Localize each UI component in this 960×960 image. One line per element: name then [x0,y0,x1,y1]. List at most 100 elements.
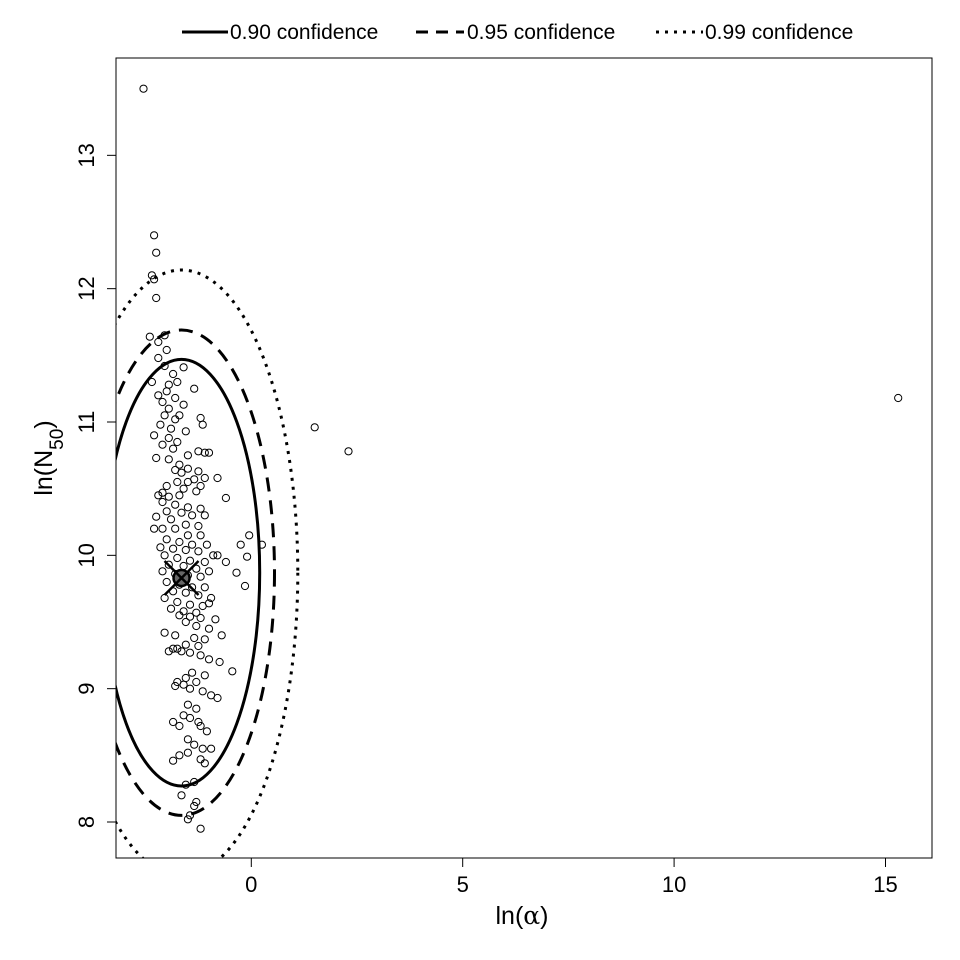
scatter-point [200,557,209,567]
scatter-point [183,451,192,460]
scatter-point [173,597,182,607]
legend: 0.90 confidence 0.95 confidence 0.99 con… [182,21,853,44]
scatter-point [179,680,188,689]
scatter-point [152,248,161,257]
scatter-point [164,380,173,389]
scatter-point [194,447,203,456]
scatter-point [344,447,353,456]
scatter-point [156,543,165,552]
scatter-point [194,521,203,531]
scatter-point [139,84,148,93]
scatter-point [196,572,205,581]
scatter-point [171,393,180,403]
scatter-point [198,420,207,429]
scatter-point [160,628,169,637]
scatter-point [154,491,163,500]
y-tick-label: 12 [74,276,99,300]
scatter-point [183,700,192,709]
legend-label-095: 0.95 confidence [467,21,615,44]
scatter-point [196,721,205,731]
scatter-point [169,544,178,553]
scatter-point [190,740,199,749]
y-tick-label: 11 [74,411,99,434]
scatter-point [173,437,182,447]
y-tick-label: 13 [74,143,99,167]
legend-label-099: 0.99 confidence [705,21,853,44]
scatter-point [150,231,159,240]
scatter-point [207,744,216,753]
scatter-point [173,377,182,387]
scatter-point [171,415,180,424]
scatter-point [211,615,220,624]
scatter-point [171,631,180,640]
scatter-point [200,635,209,644]
scatter-point [177,508,186,517]
scatter-point [183,815,192,824]
scatter-point [196,613,205,623]
scatter-point [194,467,203,476]
scatter-point [175,460,184,469]
scatter-point [213,693,222,703]
scatter-point [232,568,241,577]
scatter-point [200,759,209,768]
scatter-point [177,468,186,477]
scatter-point [169,717,178,727]
scatter-point [171,500,180,509]
scatter-point [190,801,199,811]
scatter-point [156,420,165,429]
scatter-point [198,687,207,696]
scatter-point [164,455,173,464]
scatter-point [183,464,192,473]
scatter-point [171,524,180,533]
scatter-point [192,564,201,573]
scatter-point [164,433,173,443]
scatter-point [190,384,199,393]
scatter-point [175,721,184,731]
scatter-point [179,561,188,571]
y-tick-label: 9 [74,683,99,695]
scatter-point [175,537,184,547]
best-estimate-marker [163,560,200,596]
scatter-point [179,363,188,372]
x-tick-label: 5 [457,872,469,897]
scatter-point [175,751,184,760]
scatter-point [213,551,222,560]
scatter-point [228,667,237,676]
scatter-point [188,583,197,592]
scatter-point [192,704,201,713]
scatter-point [173,477,182,487]
scatter-point [150,275,159,284]
scatter-point [169,756,178,765]
scatter-point [160,593,169,603]
legend-label-090: 0.90 confidence [230,21,378,44]
scatter-point [200,448,209,457]
scatter-point [158,524,167,533]
scatter-point [173,644,182,653]
scatter-point [196,824,205,833]
y-axis: 8 9 10 11 12 13 [74,143,116,828]
scatter-point [185,612,195,621]
scatter-point [200,671,209,680]
scatter-point [181,427,190,436]
scatter-point [154,337,163,347]
scatter-point [145,332,154,341]
scatter-point [185,713,195,723]
scatter-point [200,473,209,483]
scatter-point [164,560,173,569]
scatter-point [150,431,159,440]
y-tick-label: 8 [74,816,99,828]
scatter-point [194,641,203,651]
scatter-point [204,599,214,608]
scatter-point [147,271,156,280]
scatter-point [185,684,195,693]
scatter-point [188,540,197,549]
y-tick-label: 10 [74,543,99,567]
scatter-point [894,393,903,403]
scatter-point [181,520,190,529]
scatter-point [160,551,169,560]
scatter-point [177,647,186,656]
scatter-point [310,423,319,432]
scatter-point [162,387,171,396]
scatter-point [158,488,167,497]
